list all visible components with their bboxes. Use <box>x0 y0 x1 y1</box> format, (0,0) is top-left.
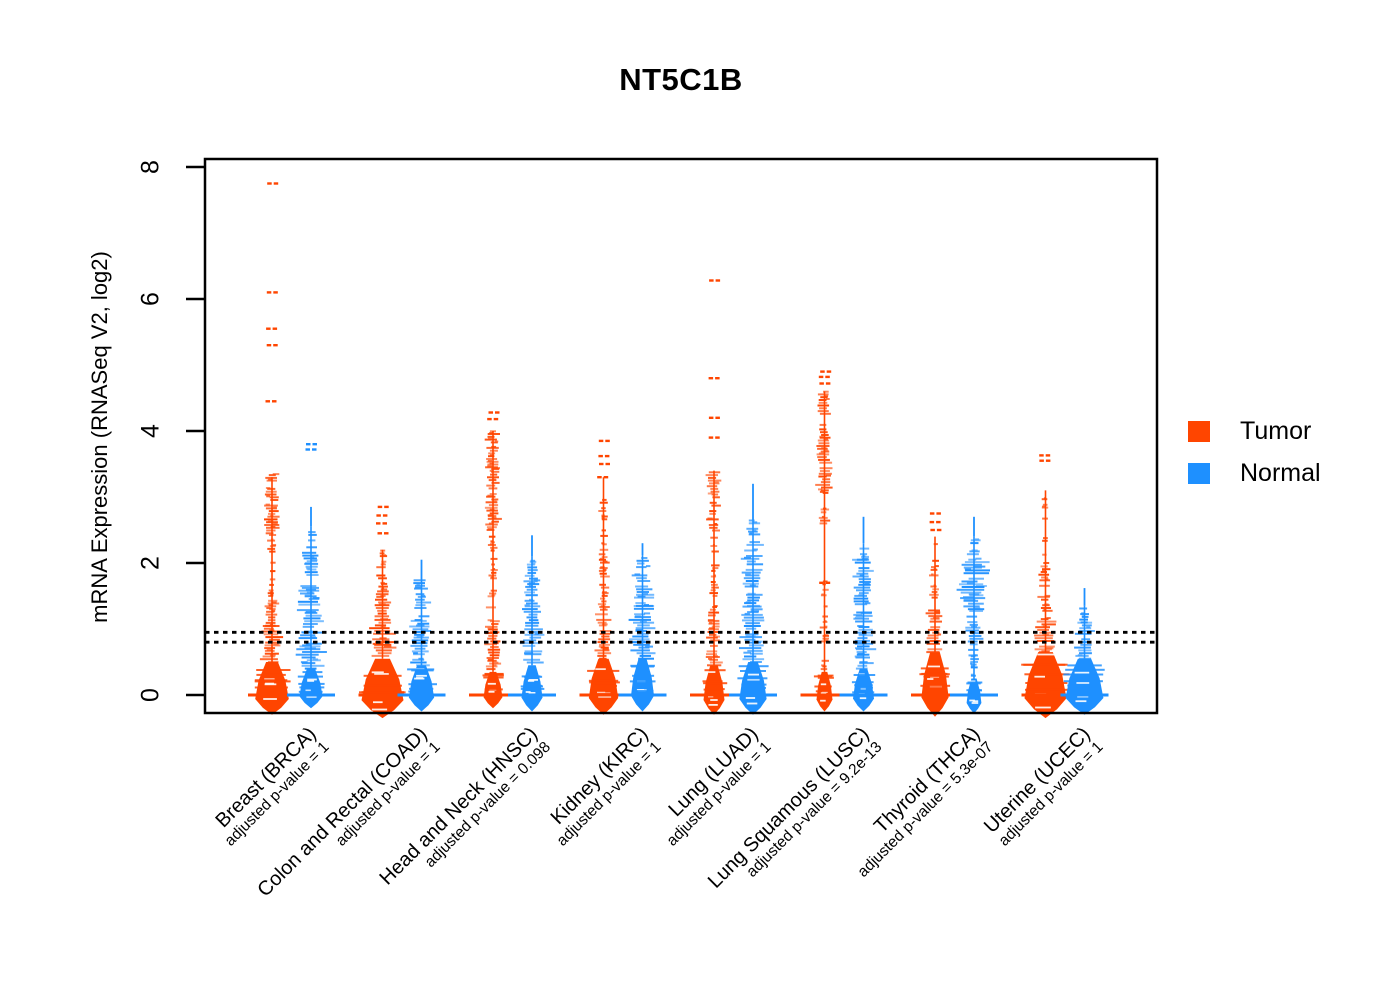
legend-item-normal: Normal <box>1188 459 1321 488</box>
violin-tumor-0 <box>248 182 296 715</box>
violin-tumor-4 <box>690 279 738 715</box>
violin-tumor-3 <box>579 439 628 715</box>
normal-swatch <box>1188 463 1210 484</box>
violin-tumor-2 <box>469 411 517 709</box>
violin-tumor-6 <box>911 512 959 717</box>
legend-label-normal: Normal <box>1240 459 1321 487</box>
violin-normal-1 <box>397 559 446 712</box>
violin-normal-3 <box>618 543 667 712</box>
chart-title: NT5C1B <box>619 62 743 97</box>
violin-normal-4 <box>729 483 777 715</box>
violin-normal-2 <box>508 535 556 712</box>
y-tick-label: 2 <box>137 556 165 570</box>
violin-tumor-7 <box>1021 454 1070 719</box>
legend-label-tumor: Tumor <box>1240 417 1312 445</box>
violin-normal-5 <box>839 516 888 712</box>
y-tick-label: 4 <box>137 424 165 438</box>
violin-normal-0 <box>287 443 335 709</box>
plot-box <box>203 157 1159 715</box>
violin-normal-6 <box>950 516 998 714</box>
y-axis-ticks: 0 2 4 6 8 <box>137 160 205 702</box>
violin-normal-7 <box>1060 588 1109 715</box>
violin-tumor-1 <box>358 505 407 719</box>
tumor-swatch <box>1188 421 1210 442</box>
y-tick-label: 6 <box>137 292 165 306</box>
violin-tumor-5 <box>800 370 849 712</box>
y-tick-label: 8 <box>137 160 165 174</box>
legend-item-tumor: Tumor <box>1188 417 1311 446</box>
reference-lines <box>205 630 1157 644</box>
y-tick-label: 0 <box>137 688 165 702</box>
